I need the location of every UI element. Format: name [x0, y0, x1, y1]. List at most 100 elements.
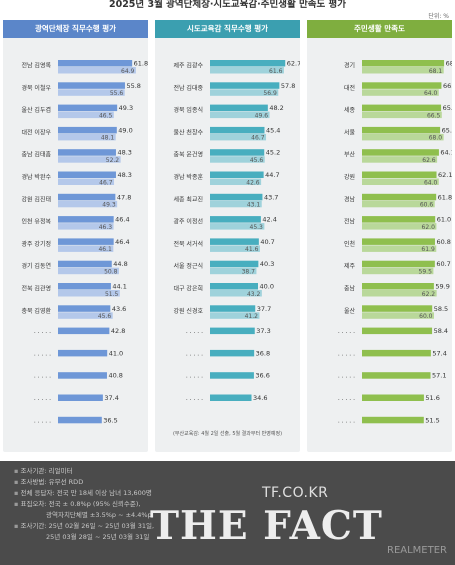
bar-current: [58, 193, 116, 201]
bar-row: 강원 신경호 37.741.2: [173, 305, 271, 320]
education-chart: 제주 김광수 62.7 61.6 전남 김대중 57.8 56.9 경북 임종식 48.249…: [173, 60, 300, 405]
bar-previous: [362, 312, 434, 319]
bar-row: · · · · · 51.5: [338, 416, 440, 426]
category-label: 인천: [344, 240, 355, 248]
bar-previous: [210, 178, 262, 185]
category-label: · · · · ·: [338, 419, 355, 426]
value-label: 48.3: [117, 149, 131, 157]
value-label: 60.7: [436, 260, 450, 268]
category-label: 광주 강기정: [21, 240, 51, 248]
value-label: 44.8: [113, 260, 127, 268]
bar-current: [362, 349, 431, 357]
footer-line: 표집오차: 전국 ± 0.8%p (95% 신뢰수준),: [14, 498, 140, 508]
bar-row: 경남 박완수 48.3 46.7: [21, 171, 131, 186]
value-label: 43.6: [112, 305, 126, 313]
value-label: 65.9: [443, 104, 452, 112]
bar-current: [210, 372, 254, 379]
bar-previous: [58, 245, 114, 252]
bar-row: 전남 김대중 57.8 56.9: [173, 82, 295, 97]
bar-row: 서울 65.168.0: [344, 126, 452, 141]
bar-row: 전북 김관영 44.151.5: [21, 283, 126, 298]
bar-current: [362, 193, 437, 201]
category-label: 광주 이정선: [173, 218, 203, 226]
value-label: 62.1: [438, 171, 452, 179]
value-label-previous: 55.6: [110, 90, 124, 97]
bar-current: [210, 394, 252, 401]
value-label: 42.8: [111, 327, 125, 335]
page-title: 2025년 3월 광역단체장·시도교육감·주민생활 만족도 평가: [108, 0, 347, 10]
category-label: 강원 신경호: [173, 307, 203, 315]
bar-current: [210, 193, 263, 201]
brand-logo: THE FACT: [150, 503, 383, 549]
bar-previous: [58, 67, 136, 74]
bar-row: 경남 박종훈 44.7 42.6: [173, 171, 279, 186]
value-label: 57.8: [281, 82, 295, 90]
bar-previous: [58, 290, 120, 297]
value-label-previous: 45.6: [250, 157, 264, 164]
category-label: 경기: [344, 62, 355, 70]
bar-current: [210, 82, 280, 89]
value-label: 49.0: [118, 126, 132, 134]
value-label: 40.8: [108, 372, 122, 380]
value-label-previous: 49.6: [255, 112, 269, 119]
bar-current: [362, 416, 424, 424]
bar-current: [362, 260, 435, 268]
category-label: 전북 서거석: [173, 240, 203, 248]
value-label: 36.5: [103, 416, 117, 424]
bar-previous: [210, 200, 262, 208]
bar-current: [362, 149, 439, 156]
unit-label: 단위: %: [428, 13, 449, 20]
value-label: 36.6: [255, 372, 269, 380]
value-label: 47.8: [117, 193, 131, 201]
bar-previous: [210, 111, 270, 119]
bar-previous: [58, 178, 115, 185]
bar-row: 경기 68.468.1: [344, 60, 452, 75]
value-label-previous: 62.6: [422, 157, 436, 164]
bar-row: 울산 김두겸 49.3 46.5: [21, 104, 133, 119]
bar-row: 경남 61.8 60.6: [344, 193, 452, 208]
category-label: 전남 김대중: [173, 84, 203, 92]
value-label-previous: 45.3: [250, 224, 264, 231]
value-label: 37.7: [257, 305, 271, 313]
value-label-previous: 46.1: [98, 246, 112, 253]
bar-current: [362, 82, 442, 89]
bar-current: [58, 216, 114, 223]
value-label: 41.0: [109, 349, 123, 357]
bar-previous: [58, 267, 119, 275]
bar-current: [210, 60, 286, 67]
bar-row: 충북 윤건영 45.245.6: [173, 149, 280, 164]
bar-previous: [362, 290, 437, 297]
bar-current: [210, 305, 256, 312]
category-label: · · · · ·: [34, 419, 51, 426]
value-label: 64.1: [440, 149, 452, 157]
category-label: 전남 김영록: [21, 62, 51, 70]
category-label: 경남 박종훈: [173, 173, 203, 181]
value-label: 44.7: [265, 171, 279, 179]
bar-previous: [362, 111, 442, 119]
category-label: · · · · ·: [186, 352, 203, 359]
value-label: 40.0: [260, 283, 274, 291]
category-label: 충남: [344, 285, 356, 293]
bar-previous: [58, 133, 116, 141]
value-label: 65.1: [442, 126, 452, 134]
bar-current: [58, 149, 116, 156]
category-label: 강원: [344, 173, 355, 181]
bar-row: 제주 김광수 62.7 61.6: [173, 60, 300, 75]
value-label: 58.5: [434, 305, 448, 313]
value-label-previous: 64.0: [424, 90, 438, 97]
category-label: 세종 최교진: [173, 195, 203, 203]
bar-previous: [58, 223, 114, 230]
bar-current: [58, 238, 114, 245]
bar-row: · · · · · 42.8: [34, 327, 126, 337]
bar-current: [362, 171, 437, 178]
bar-current: [362, 238, 435, 245]
value-label: 37.3: [256, 327, 270, 335]
livelihood-panel: 주민생활 만족도 경기 68.468.1 대전 66.2 64.0 세종 65.966.5 서…: [307, 20, 452, 452]
value-label-previous: 45.6: [98, 313, 112, 320]
footer-line: 조사기관: 리얼미터: [14, 465, 72, 475]
value-label: 57.4: [432, 349, 446, 357]
category-label: 경북 임종식: [173, 106, 203, 114]
value-label-previous: 61.9: [421, 246, 435, 253]
bar-current: [210, 283, 258, 290]
bar-previous: [58, 200, 118, 208]
